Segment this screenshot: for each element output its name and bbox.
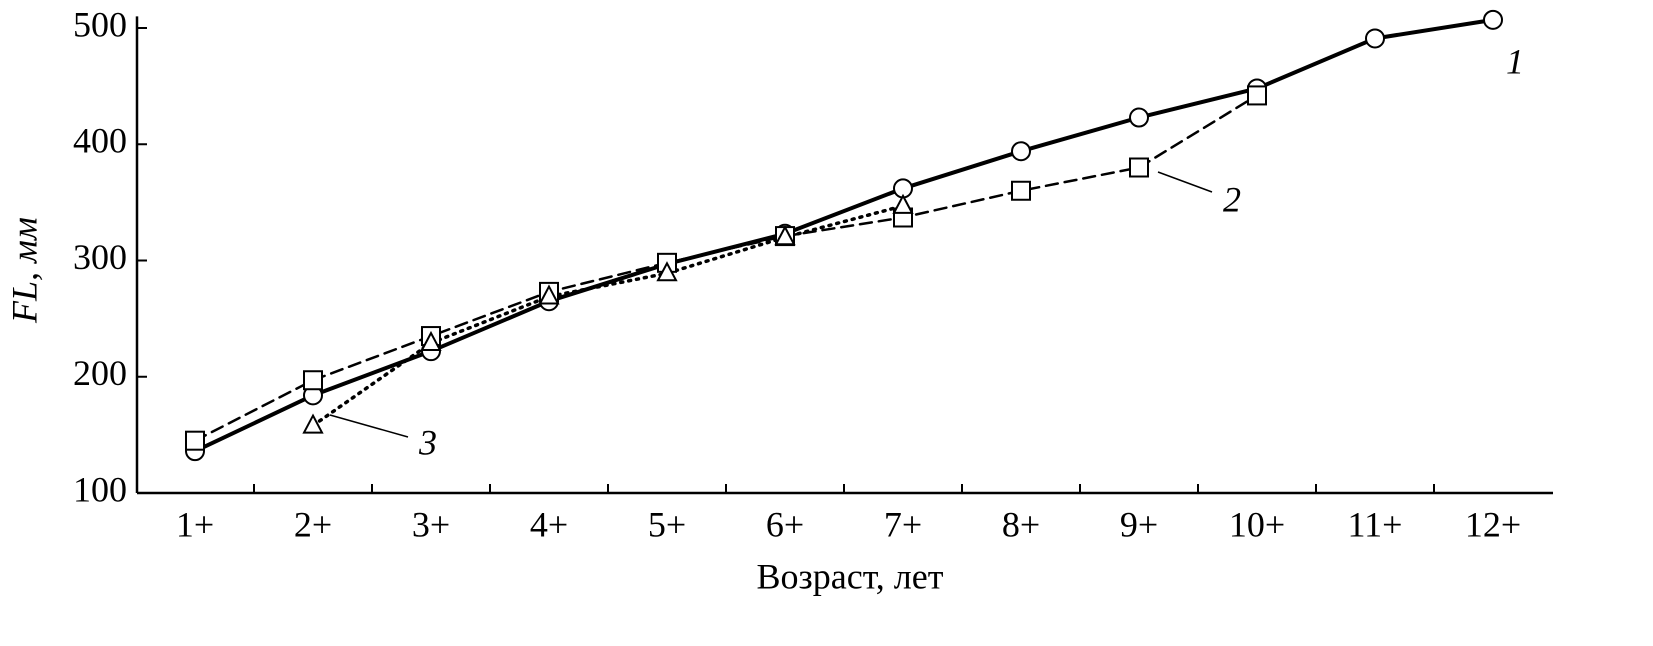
x-axis-title: Возраст, лет bbox=[757, 556, 944, 596]
point bbox=[420, 330, 442, 352]
point bbox=[1129, 107, 1149, 128]
point bbox=[303, 370, 323, 391]
y-tick-label: 300 bbox=[73, 237, 127, 277]
series-label: 3 bbox=[418, 422, 437, 462]
point bbox=[302, 413, 324, 434]
leader-line bbox=[329, 414, 409, 438]
point bbox=[1011, 141, 1031, 162]
point bbox=[656, 261, 678, 282]
x-tick-label: 10+ bbox=[1229, 504, 1285, 544]
x-tick-label: 4+ bbox=[530, 504, 568, 544]
y-tick-label: 200 bbox=[73, 353, 127, 393]
series-label: 2 bbox=[1223, 179, 1241, 219]
point bbox=[892, 193, 914, 214]
x-tick-label: 2+ bbox=[294, 504, 332, 544]
point bbox=[1483, 9, 1503, 30]
point bbox=[774, 225, 796, 246]
point bbox=[1247, 85, 1267, 106]
point bbox=[185, 430, 205, 451]
x-tick-label: 6+ bbox=[766, 504, 804, 544]
y-axis-title: FL, мм bbox=[4, 217, 44, 324]
point bbox=[1365, 28, 1385, 49]
x-tick-label: 8+ bbox=[1002, 504, 1040, 544]
leader-line bbox=[1157, 171, 1213, 193]
x-tick-label: 1+ bbox=[176, 504, 214, 544]
x-tick-label: 5+ bbox=[648, 504, 686, 544]
x-tick-label: 3+ bbox=[412, 504, 450, 544]
x-tick-label: 11+ bbox=[1348, 504, 1403, 544]
point bbox=[1129, 157, 1149, 178]
series-line bbox=[193, 17, 1495, 454]
y-tick-label: 400 bbox=[73, 121, 127, 161]
y-tick-label: 100 bbox=[73, 469, 127, 509]
y-tick-label: 500 bbox=[73, 4, 127, 44]
x-tick-label: 12+ bbox=[1465, 504, 1521, 544]
x-tick-label: 7+ bbox=[884, 504, 922, 544]
x-tick-label: 9+ bbox=[1120, 504, 1158, 544]
series-line bbox=[311, 204, 905, 428]
series-label: 1 bbox=[1506, 41, 1524, 81]
series-line bbox=[193, 94, 1259, 442]
point bbox=[538, 284, 560, 305]
point bbox=[1011, 180, 1031, 201]
